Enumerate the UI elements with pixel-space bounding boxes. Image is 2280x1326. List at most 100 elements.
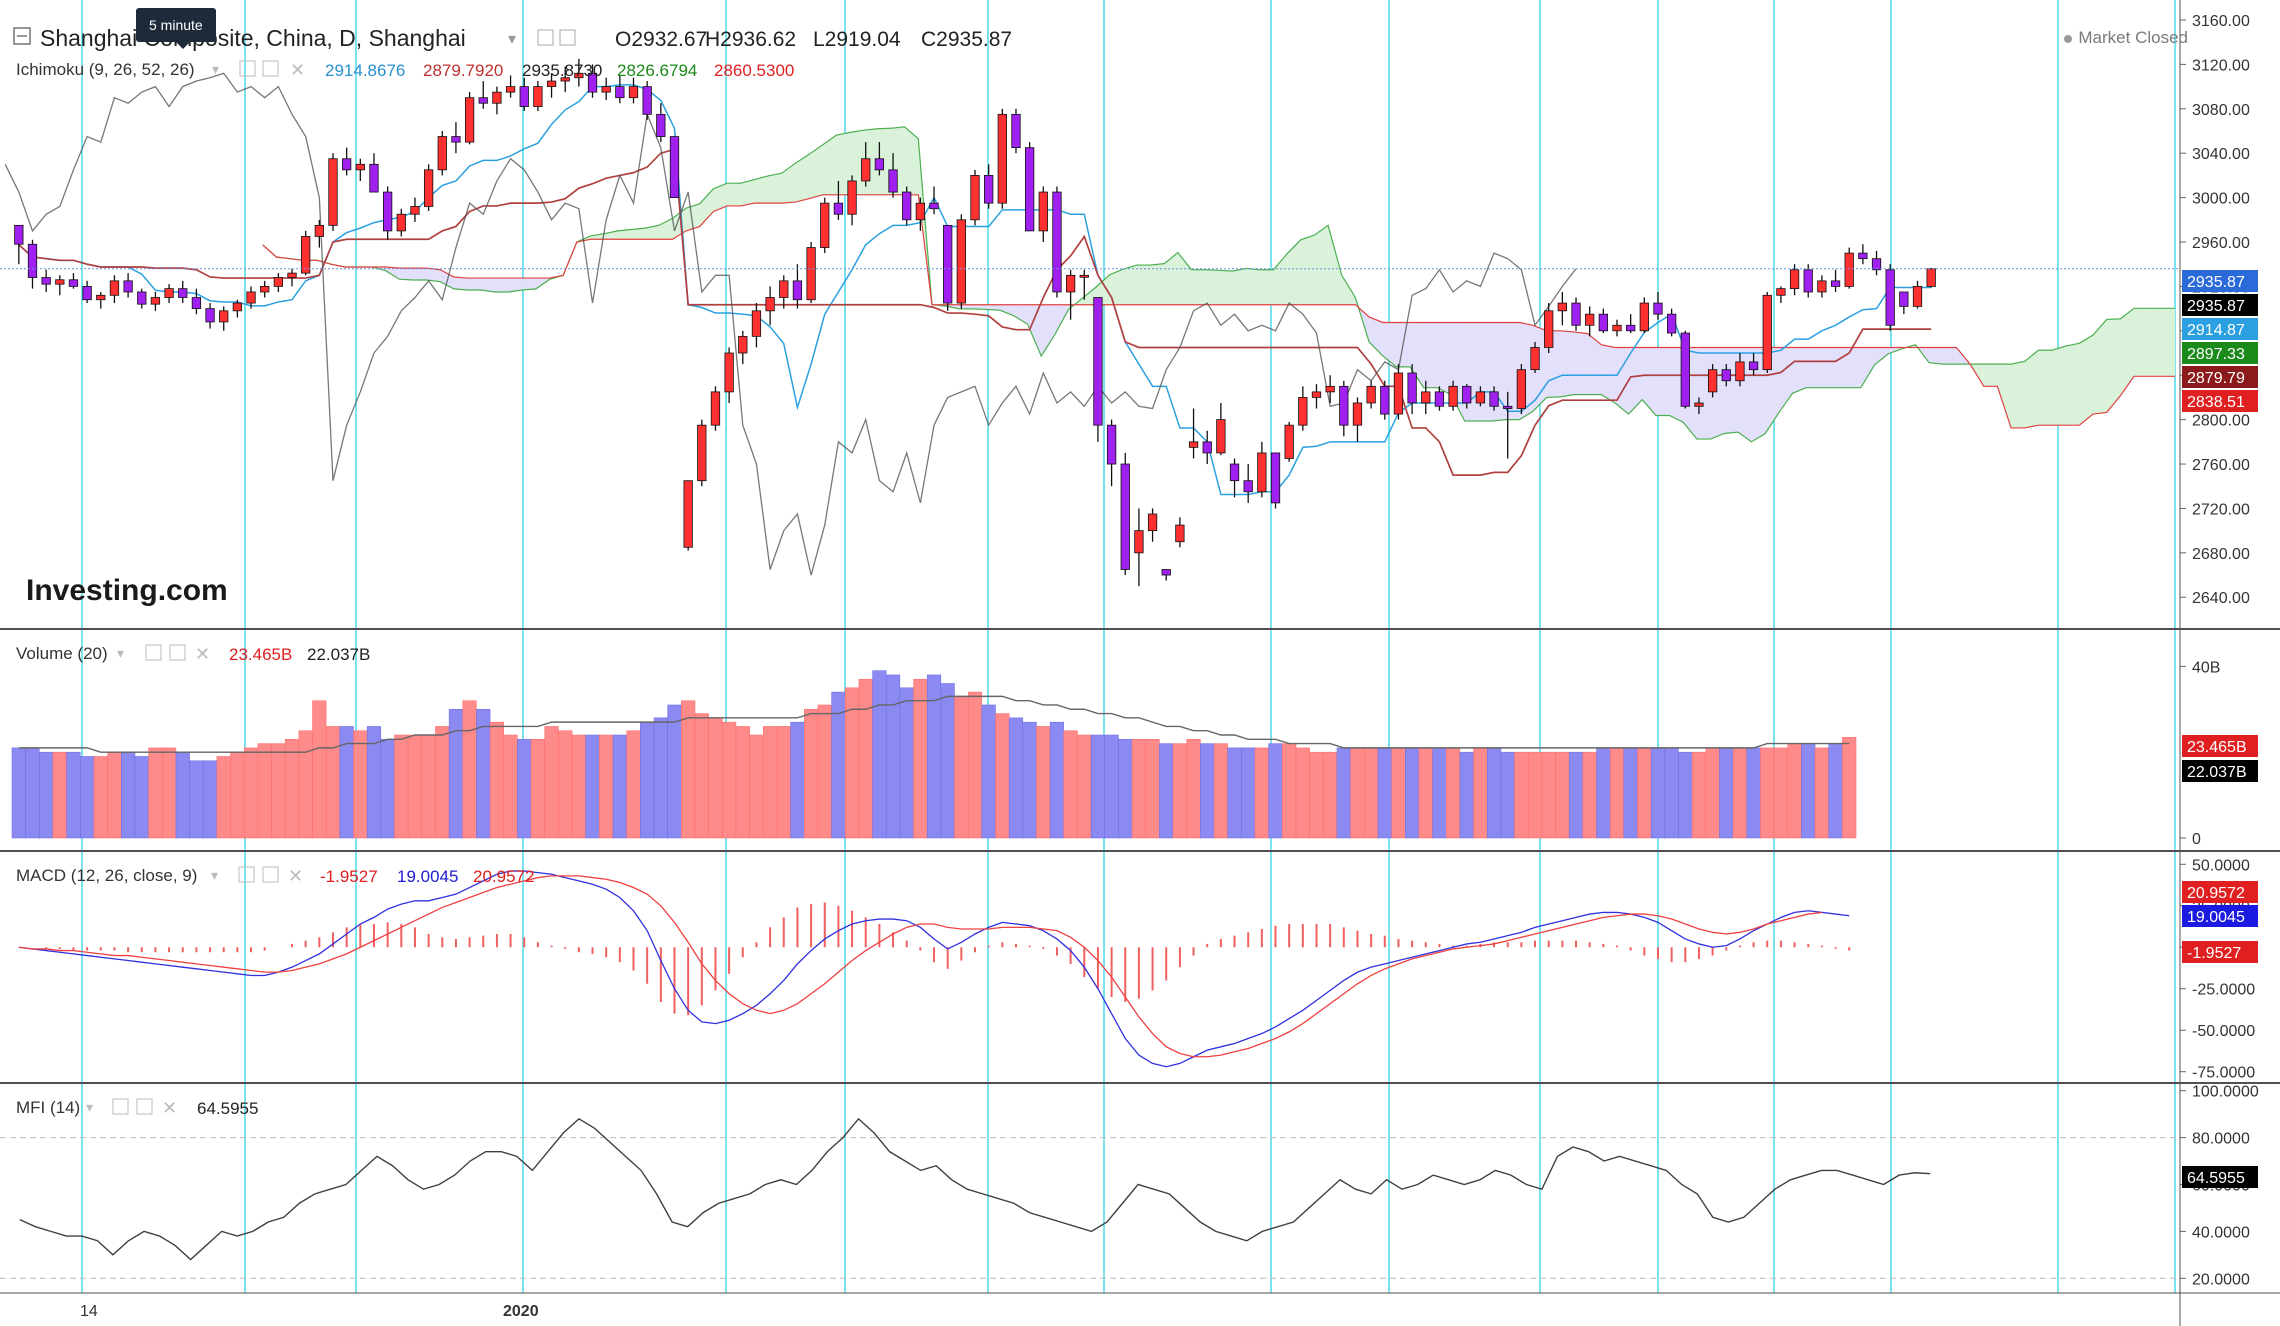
kijun-line bbox=[18, 148, 1932, 476]
volume-bar bbox=[640, 721, 655, 839]
indicator-controls[interactable]: ✕ bbox=[145, 644, 210, 664]
ichimoku-lines bbox=[4, 72, 2175, 576]
volume-bar bbox=[1650, 747, 1666, 839]
chevron-down-icon[interactable]: ▾ bbox=[508, 31, 516, 48]
chevron-down-icon[interactable]: ▾ bbox=[211, 867, 218, 883]
volume-bar bbox=[1145, 739, 1160, 839]
volume-bar bbox=[1254, 747, 1269, 839]
candle-body bbox=[1038, 191, 1048, 232]
cloud-segment bbox=[1505, 322, 1520, 420]
candle-body bbox=[328, 158, 338, 226]
candle-body bbox=[710, 391, 721, 426]
volume-bar bbox=[585, 734, 600, 839]
cloud-segment bbox=[2120, 308, 2135, 396]
candle-body bbox=[519, 86, 529, 107]
candle-body bbox=[833, 202, 844, 215]
tenkan-line bbox=[18, 84, 1932, 496]
cloud-segment bbox=[399, 268, 413, 281]
candle-body bbox=[1011, 113, 1021, 149]
volume-bar bbox=[107, 751, 122, 839]
volume-bar bbox=[599, 734, 614, 839]
candle-body bbox=[984, 174, 994, 204]
settings-icons[interactable] bbox=[537, 29, 576, 46]
candle-body bbox=[478, 97, 488, 104]
chevron-down-icon[interactable]: ▾ bbox=[212, 61, 219, 77]
candle-body bbox=[1462, 385, 1472, 404]
cloud-segment bbox=[836, 132, 851, 195]
cloud-segment bbox=[1287, 239, 1301, 305]
volume-bar bbox=[1773, 747, 1788, 839]
volume-bar bbox=[1514, 751, 1529, 839]
candle-body bbox=[779, 280, 789, 298]
candle-body bbox=[1366, 385, 1376, 404]
volume-bar bbox=[1842, 737, 1857, 839]
macd-line bbox=[18, 870, 1850, 1068]
volume-bar bbox=[257, 743, 272, 839]
mfi-pane[interactable] bbox=[0, 1117, 2180, 1279]
volume-bar bbox=[913, 678, 928, 839]
candle-body bbox=[1571, 302, 1581, 326]
candle-body bbox=[1380, 385, 1390, 415]
cloud-segment bbox=[1027, 304, 1042, 357]
market-status: Market Closed bbox=[2064, 28, 2188, 48]
ohlc-low: L2919.04 bbox=[813, 28, 901, 51]
volume-bar bbox=[899, 687, 914, 839]
cloud-segment bbox=[1013, 304, 1028, 325]
volume-bar bbox=[1049, 721, 1065, 839]
volume-bar bbox=[394, 734, 409, 839]
mfi-axis[interactable]: 100.000080.000060.000040.000020.000064.5… bbox=[2180, 1084, 2259, 1289]
candle-body bbox=[806, 247, 816, 301]
cloud-segment bbox=[877, 128, 891, 195]
volume-bar bbox=[1309, 751, 1324, 839]
ichimoku-kijun-value: 2879.7920 bbox=[423, 61, 503, 80]
volume-axis[interactable]: 40B 0 23.465B 22.037B bbox=[2180, 659, 2258, 848]
chevron-down-icon[interactable]: ▾ bbox=[117, 645, 124, 661]
candle-body bbox=[1899, 291, 1909, 307]
candle-body bbox=[355, 163, 365, 171]
volume-bar bbox=[653, 717, 668, 839]
volume-bar bbox=[885, 674, 901, 839]
volume-bar bbox=[1446, 747, 1461, 839]
cloud-segment bbox=[467, 278, 482, 291]
candle-body bbox=[383, 191, 393, 232]
volume-bar bbox=[1582, 751, 1597, 839]
candle-body bbox=[492, 91, 502, 104]
ichimoku-cloud bbox=[262, 126, 2175, 442]
candle-body bbox=[902, 191, 912, 221]
macd-axis[interactable]: 50.000025.00000-25.0000-50.0000-75.00002… bbox=[2180, 857, 2258, 1082]
candle-body bbox=[587, 72, 598, 93]
cloud-segment bbox=[1874, 347, 1889, 365]
candle-body bbox=[1243, 480, 1253, 493]
volume-bar bbox=[981, 704, 996, 839]
volume-bar bbox=[243, 747, 259, 839]
price-tick-label: 3120.00 bbox=[2192, 57, 2250, 74]
indicator-controls[interactable]: ✕ bbox=[238, 866, 303, 886]
chevron-down-icon[interactable]: ▾ bbox=[86, 1099, 93, 1115]
macd-tick-label: -50.0000 bbox=[2192, 1023, 2255, 1040]
indicator-controls[interactable]: ✕ bbox=[239, 60, 305, 80]
cloud-segment bbox=[1806, 347, 1820, 388]
candle-body bbox=[970, 174, 980, 221]
cloud-segment bbox=[1655, 347, 1670, 416]
candle-body bbox=[1612, 324, 1622, 332]
macd-tag-label: -1.9527 bbox=[2187, 945, 2241, 962]
price-pane[interactable] bbox=[0, 58, 2180, 587]
candle-body bbox=[1188, 441, 1199, 448]
price-tag-label: 2838.51 bbox=[2187, 394, 2245, 411]
ichimoku-chikou-value: 2935.8730 bbox=[522, 61, 602, 80]
cloud-segment bbox=[1314, 225, 1329, 305]
volume-bar bbox=[612, 734, 627, 839]
macd-pane[interactable] bbox=[18, 870, 1851, 1068]
candle-body bbox=[820, 202, 830, 248]
candle-body bbox=[1298, 397, 1308, 426]
candle-body bbox=[1202, 441, 1212, 454]
price-tag bbox=[2182, 390, 2258, 412]
indicator-controls[interactable]: ✕ bbox=[112, 1098, 177, 1118]
volume-pane[interactable] bbox=[11, 670, 1857, 839]
volume-bar bbox=[1295, 747, 1310, 839]
price-tick-label: 3000.00 bbox=[2192, 191, 2250, 208]
cloud-segment bbox=[1205, 269, 1219, 305]
volume-bar bbox=[858, 678, 873, 839]
volume-bar bbox=[722, 721, 737, 839]
